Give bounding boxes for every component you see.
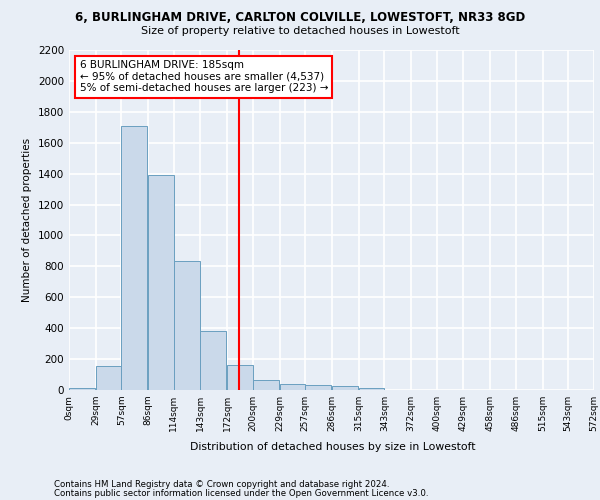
Bar	[200, 330, 226, 390]
Bar	[253, 380, 278, 390]
Bar	[121, 126, 147, 390]
Bar	[69, 388, 95, 390]
Y-axis label: Number of detached properties: Number of detached properties	[22, 138, 32, 302]
Bar	[227, 364, 253, 390]
Text: Contains HM Land Registry data © Crown copyright and database right 2024.: Contains HM Land Registry data © Crown c…	[54, 480, 389, 489]
Bar	[148, 175, 174, 390]
Text: 6 BURLINGHAM DRIVE: 185sqm
← 95% of detached houses are smaller (4,537)
5% of se: 6 BURLINGHAM DRIVE: 185sqm ← 95% of deta…	[79, 60, 328, 94]
Bar	[95, 366, 121, 390]
Bar	[280, 384, 305, 390]
Text: Size of property relative to detached houses in Lowestoft: Size of property relative to detached ho…	[140, 26, 460, 36]
Bar	[305, 386, 331, 390]
Bar	[359, 388, 385, 390]
Bar	[174, 261, 200, 390]
Bar	[332, 386, 358, 390]
Text: 6, BURLINGHAM DRIVE, CARLTON COLVILLE, LOWESTOFT, NR33 8GD: 6, BURLINGHAM DRIVE, CARLTON COLVILLE, L…	[75, 11, 525, 24]
Text: Contains public sector information licensed under the Open Government Licence v3: Contains public sector information licen…	[54, 488, 428, 498]
Text: Distribution of detached houses by size in Lowestoft: Distribution of detached houses by size …	[190, 442, 476, 452]
